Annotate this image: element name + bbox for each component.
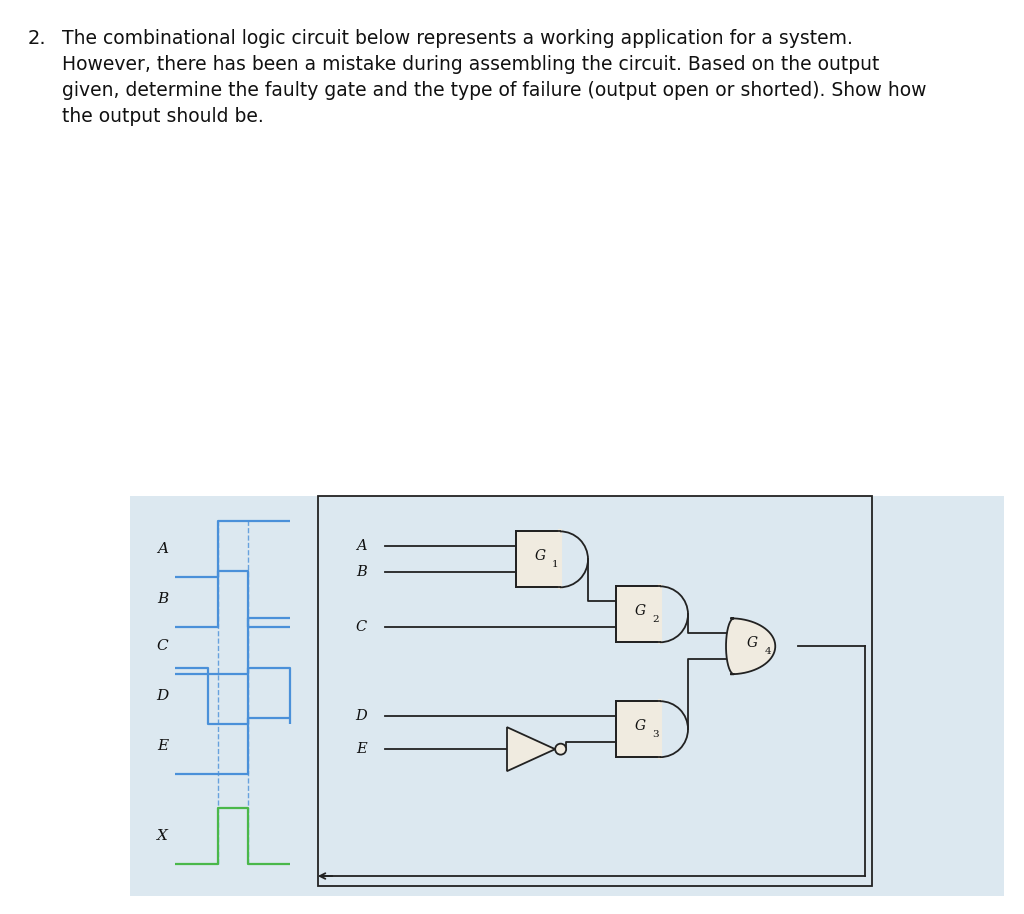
Text: C: C [157, 639, 168, 654]
Text: A: A [356, 539, 367, 553]
Text: G: G [535, 549, 546, 563]
Text: 2.: 2. [28, 29, 47, 48]
Text: The combinational logic circuit below represents a working application for a sys: The combinational logic circuit below re… [62, 29, 853, 48]
Text: G: G [635, 719, 646, 733]
Text: B: B [356, 566, 367, 579]
Circle shape [555, 744, 566, 755]
Text: the output should be.: the output should be. [62, 107, 264, 126]
Text: D: D [156, 689, 168, 703]
Text: E: E [356, 742, 367, 756]
Bar [616, 701, 660, 757]
Text: X: X [157, 829, 168, 843]
Text: G: G [635, 604, 646, 618]
Bar [130, 496, 1004, 896]
Text: 4: 4 [764, 647, 771, 655]
Text: D: D [355, 709, 367, 723]
Text: C: C [355, 621, 367, 634]
Text: 3: 3 [652, 729, 658, 739]
PathPatch shape [726, 618, 775, 675]
Text: 1: 1 [552, 560, 559, 569]
Polygon shape [507, 728, 555, 771]
Bar [616, 586, 660, 643]
Text: 2: 2 [652, 615, 658, 623]
Bar [516, 531, 560, 588]
Text: However, there has been a mistake during assembling the circuit. Based on the ou: However, there has been a mistake during… [62, 55, 880, 74]
Text: G: G [746, 636, 758, 650]
Text: B: B [157, 592, 168, 606]
Bar [318, 496, 872, 886]
Text: A: A [157, 542, 168, 557]
Text: given, determine the faulty gate and the type of failure (output open or shorted: given, determine the faulty gate and the… [62, 81, 927, 100]
Text: E: E [157, 739, 168, 753]
